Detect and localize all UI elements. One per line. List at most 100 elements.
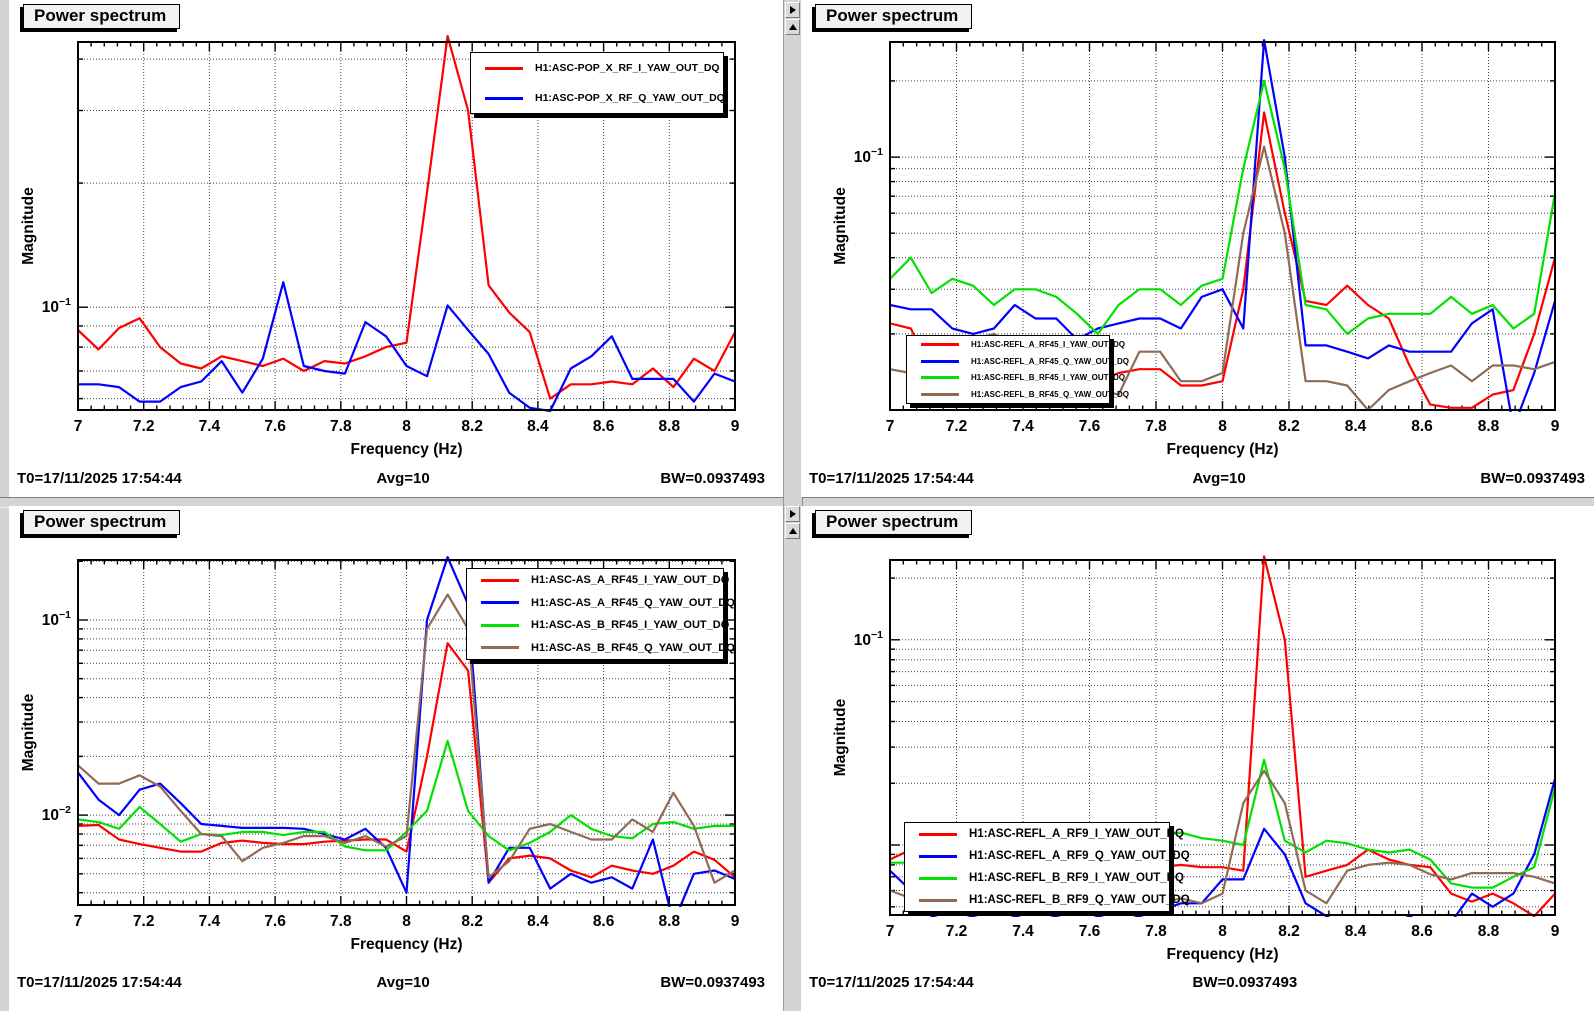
x-tick-label: 9 bbox=[731, 418, 740, 435]
x-tick-label: 7.4 bbox=[1012, 923, 1034, 940]
y-axis-title: Magnitude bbox=[832, 187, 849, 265]
x-tick-label: 8 bbox=[1218, 418, 1227, 435]
x-tick-label: 7.2 bbox=[946, 418, 968, 435]
legend-entry: H1:ASC-AS_A_RF45_I_YAW_OUT_DQ bbox=[467, 574, 729, 586]
legend-channel-label: H1:ASC-REFL_A_RF45_I_YAW_OUT_DQ bbox=[971, 339, 1125, 349]
series-line bbox=[78, 642, 735, 884]
series-line bbox=[78, 593, 735, 884]
x-axis-title: Frequency (Hz) bbox=[1167, 441, 1279, 458]
t0-label: T0=17/11/2025 17:54:44 bbox=[17, 470, 182, 487]
legend-channel-label: H1:ASC-REFL_B_RF45_Q_YAW_OUT_DQ bbox=[971, 390, 1129, 400]
x-tick-label: 7.6 bbox=[1079, 923, 1101, 940]
legend-line-sample bbox=[921, 359, 959, 363]
bw-label: BW=0.0937493 bbox=[660, 470, 765, 487]
right-arrow-icon bbox=[789, 6, 796, 14]
x-axis-title: Frequency (Hz) bbox=[351, 936, 463, 953]
pad-bottom-right: 7 7.2 7.4 7.6 7.8 8 8.2 8.4 8.6 8.8 9 10−1 Frequency… bbox=[801, 506, 1594, 1011]
legend-channel-label: H1:ASC-POP_X_RF_I_YAW_OUT_DQ bbox=[535, 62, 720, 74]
x-tick-label: 7 bbox=[74, 913, 83, 930]
x-tick-label: 8.2 bbox=[461, 913, 483, 930]
plot-legend: H1:ASC-AS_A_RF45_I_YAW_OUT_DQ H1:ASC-AS_A… bbox=[466, 568, 735, 660]
x-tick-label: 7.8 bbox=[1145, 418, 1167, 435]
legend-line-sample bbox=[919, 876, 957, 880]
series-line bbox=[890, 777, 1555, 917]
x-tick-label: 7.4 bbox=[199, 418, 221, 435]
legend-line-sample bbox=[919, 832, 957, 836]
y-decade-label: 10−2 bbox=[42, 804, 71, 824]
up-arrow-icon bbox=[788, 528, 797, 534]
x-tick-label: 7.4 bbox=[1012, 418, 1034, 435]
x-axis-title: Frequency (Hz) bbox=[351, 441, 463, 458]
plot-frame bbox=[77, 559, 736, 906]
y-axis-title: Magnitude bbox=[20, 693, 37, 771]
legend-entry: H1:ASC-AS_B_RF45_Q_YAW_OUT_DQ bbox=[467, 642, 735, 654]
x-tick-label: 7.8 bbox=[1145, 923, 1167, 940]
legend-line-sample bbox=[921, 393, 959, 397]
plot-frame bbox=[889, 559, 1556, 916]
plot-legend: H1:ASC-REFL_A_RF45_I_YAW_OUT_DQ H1:ASC-RE… bbox=[906, 335, 1129, 404]
legend-channel-label: H1:ASC-REFL_A_RF45_Q_YAW_OUT_DQ bbox=[971, 356, 1129, 366]
x-tick-label: 8.2 bbox=[1278, 418, 1300, 435]
pad-top-right: 7 7.2 7.4 7.6 7.8 8 8.2 8.4 8.6 8.8 9 10−1 Frequency… bbox=[801, 0, 1594, 497]
avg-label: Avg=10 bbox=[1192, 470, 1246, 487]
y-axis-title: Magnitude bbox=[20, 187, 37, 265]
spectrum-plot: 7 7.2 7.4 7.6 7.8 8 8.2 8.4 8.6 8.8 9 10−1 Frequency… bbox=[832, 38, 1560, 458]
x-tick-label: 8.4 bbox=[1345, 418, 1367, 435]
legend-entry: H1:ASC-POP_X_RF_Q_YAW_OUT_DQ bbox=[471, 92, 725, 104]
y-decade-label: 10−1 bbox=[42, 609, 71, 629]
pad-title: Power spectrum bbox=[23, 510, 181, 535]
legend-entry: H1:ASC-REFL_B_RF45_Q_YAW_OUT_DQ bbox=[907, 390, 1129, 399]
x-tick-label: 8.8 bbox=[1478, 923, 1500, 940]
legend-channel-label: H1:ASC-REFL_A_RF9_Q_YAW_OUT_DQ bbox=[969, 850, 1190, 862]
legend-channel-label: H1:ASC-REFL_B_RF9_I_YAW_OUT_DQ bbox=[969, 872, 1184, 884]
avg-label: Avg=10 bbox=[376, 974, 430, 991]
legend-line-sample bbox=[481, 601, 519, 605]
pad-title: Power spectrum bbox=[815, 4, 973, 29]
x-tick-label: 7.4 bbox=[199, 913, 221, 930]
x-tick-label: 7 bbox=[886, 923, 895, 940]
scroll-right-button[interactable] bbox=[785, 2, 800, 18]
vertical-pad-divider[interactable] bbox=[783, 0, 803, 1011]
scroll-right-button[interactable] bbox=[785, 506, 800, 522]
plot-frame bbox=[77, 41, 736, 411]
legend-channel-label: H1:ASC-AS_A_RF45_Q_YAW_OUT_DQ bbox=[531, 596, 735, 609]
legend-channel-label: H1:ASC-REFL_B_RF45_I_YAW_OUT_DQ bbox=[971, 373, 1125, 383]
legend-line-sample bbox=[481, 623, 519, 627]
x-tick-label: 8.4 bbox=[527, 418, 549, 435]
status-bar: T0=17/11/2025 17:54:44 Avg=10 BW=0.09374… bbox=[801, 470, 1594, 490]
x-tick-label: 8.2 bbox=[1278, 923, 1300, 940]
x-tick-label: 8.2 bbox=[461, 418, 483, 435]
series-line bbox=[78, 281, 735, 412]
avg-label: BW=0.0937493 bbox=[1192, 974, 1298, 991]
x-tick-label: 7.2 bbox=[946, 923, 968, 940]
y-decade-label: 10−1 bbox=[42, 296, 71, 316]
legend-line-sample bbox=[921, 376, 959, 380]
legend-entry: H1:ASC-REFL_B_RF9_Q_YAW_OUT_DQ bbox=[905, 894, 1190, 906]
x-axis-title: Frequency (Hz) bbox=[1167, 946, 1279, 963]
pad-title: Power spectrum bbox=[23, 4, 181, 29]
x-tick-label: 8.4 bbox=[527, 913, 549, 930]
scroll-up-button[interactable] bbox=[785, 19, 800, 35]
pad-title-text: Power spectrum bbox=[826, 6, 959, 25]
scroll-up-button[interactable] bbox=[785, 523, 800, 539]
y-decade-label: 10−1 bbox=[854, 629, 883, 649]
y-axis-title: Magnitude bbox=[832, 698, 849, 776]
legend-entry: H1:ASC-AS_B_RF45_I_YAW_OUT_DQ bbox=[467, 619, 729, 631]
legend-line-sample bbox=[485, 66, 523, 70]
spectrum-plot: 7 7.2 7.4 7.6 7.8 8 8.2 8.4 8.6 8.8 9 10−1 Frequency… bbox=[20, 35, 740, 458]
legend-line-sample bbox=[485, 96, 523, 100]
spectrum-plot: 7 7.2 7.4 7.6 7.8 8 8.2 8.4 8.6 8.8 9 10−1 Frequency… bbox=[832, 555, 1560, 963]
plot-legend: H1:ASC-REFL_A_RF9_I_YAW_OUT_DQ H1:ASC-REF… bbox=[904, 822, 1190, 912]
legend-line-sample bbox=[921, 342, 959, 346]
legend-channel-label: H1:ASC-AS_B_RF45_Q_YAW_OUT_DQ bbox=[531, 641, 735, 654]
legend-channel-label: H1:ASC-REFL_A_RF9_I_YAW_OUT_DQ bbox=[969, 828, 1184, 840]
legend-entry: H1:ASC-REFL_A_RF9_Q_YAW_OUT_DQ bbox=[905, 850, 1190, 862]
legend-channel-label: H1:ASC-POP_X_RF_Q_YAW_OUT_DQ bbox=[535, 92, 725, 104]
pad-bottom-left: 7 7.2 7.4 7.6 7.8 8 8.2 8.4 8.6 8.8 9 10−1 10−2 Frequ… bbox=[9, 506, 783, 1011]
pad-title-text: Power spectrum bbox=[34, 6, 167, 25]
x-tick-label: 7.2 bbox=[133, 913, 155, 930]
x-tick-label: 9 bbox=[1551, 923, 1560, 940]
bw-label: BW=0.0937493 bbox=[660, 974, 765, 991]
series-line bbox=[890, 38, 1555, 412]
status-bar: T0=17/11/2025 17:54:44 BW=0.0937493 bbox=[801, 974, 1594, 994]
